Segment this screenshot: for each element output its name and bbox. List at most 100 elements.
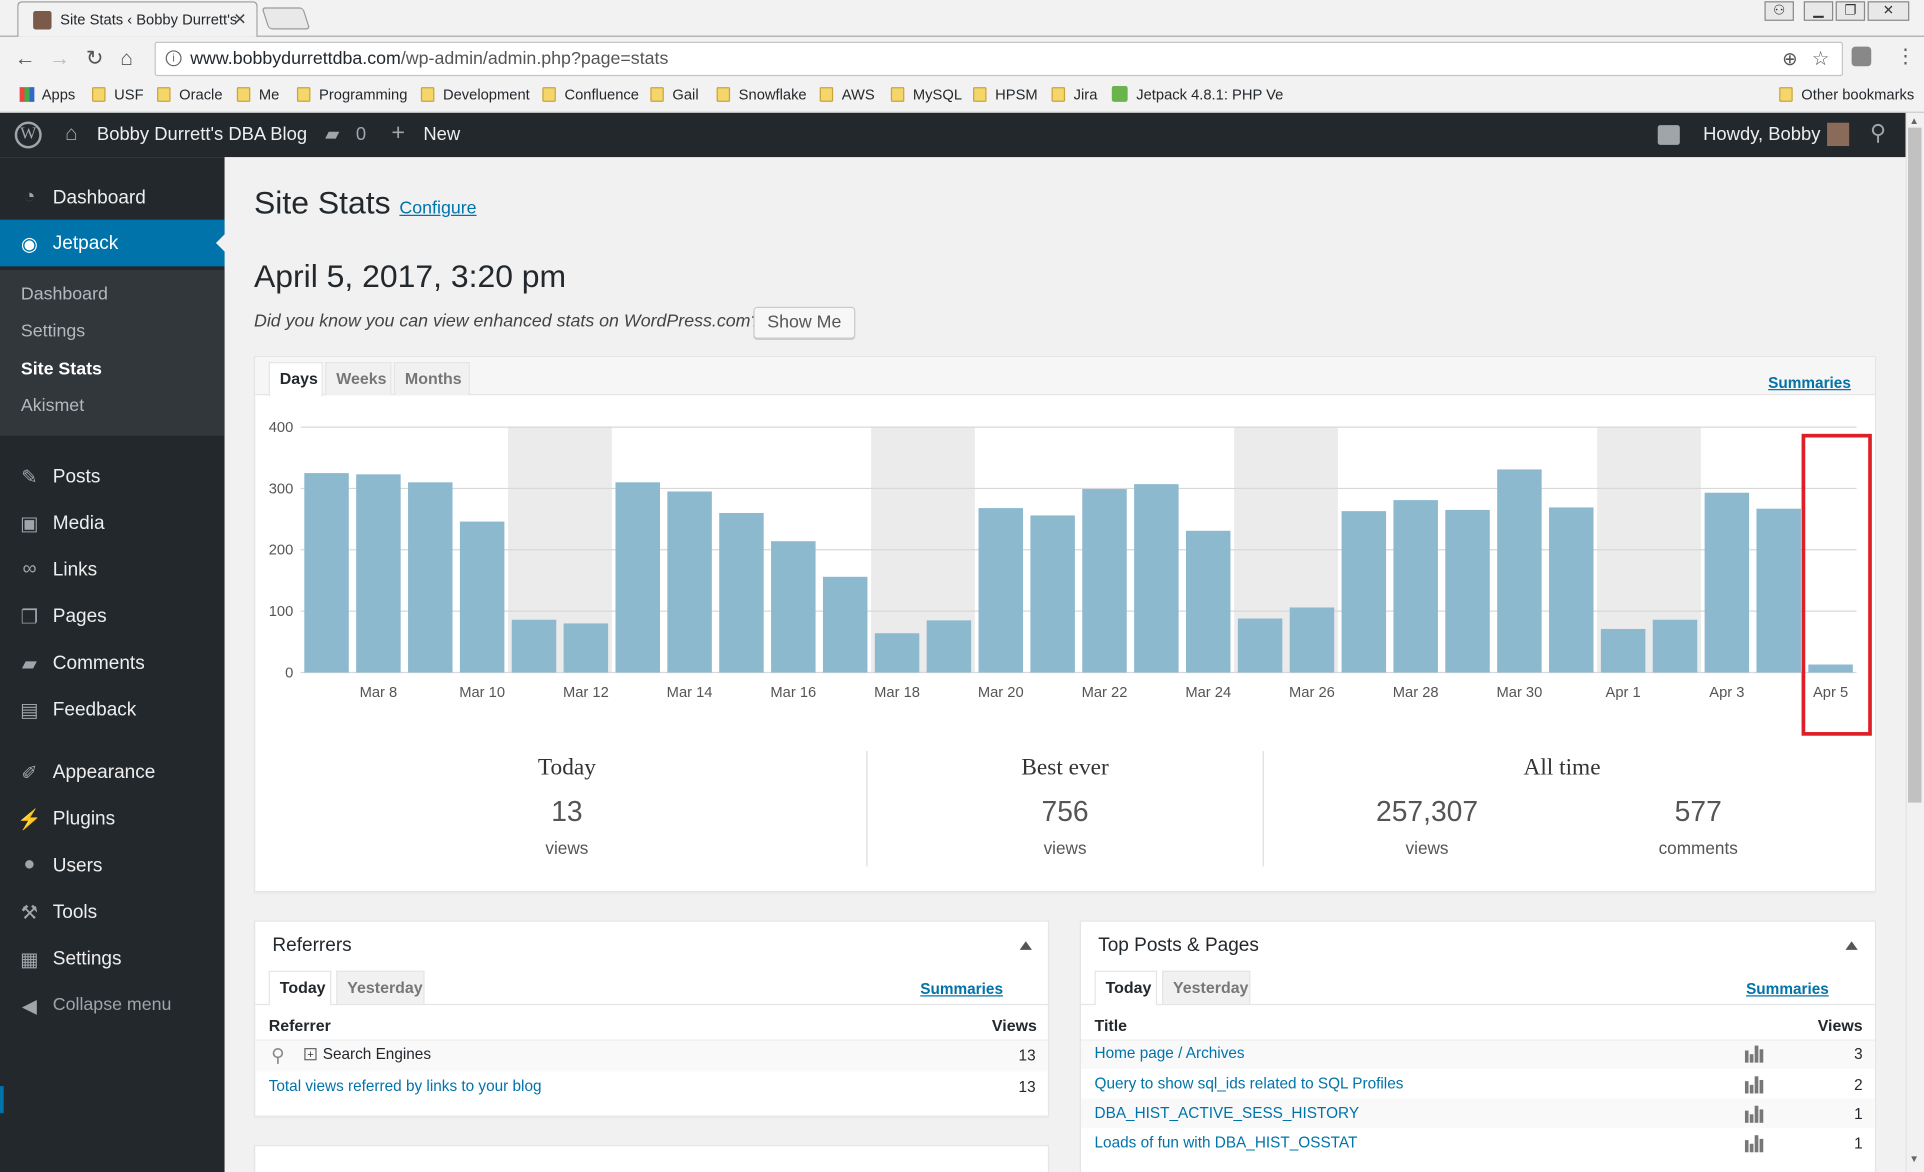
bar-chart-icon[interactable] (1744, 1103, 1766, 1123)
tab-yesterday[interactable]: Yesterday (336, 970, 425, 1004)
bar-chart-icon[interactable] (1744, 1074, 1766, 1094)
close-tab-icon[interactable]: ✕ (233, 9, 247, 29)
post-link[interactable]: Loads of fun with DBA_HIST_OSSTAT (1094, 1133, 1358, 1152)
tab-days[interactable]: Days (268, 362, 323, 397)
bookmark-folder[interactable]: AWS (819, 86, 875, 103)
sidebar-item-pages[interactable]: ❐ Pages (0, 593, 225, 640)
bookmark-folder[interactable]: Me (236, 86, 279, 103)
howdy-link[interactable]: Howdy, Bobby (1703, 123, 1821, 145)
folder-icon (1779, 87, 1793, 102)
comments-count[interactable]: 0 (355, 123, 367, 145)
sidebar-item-users[interactable]: ● Users (0, 842, 225, 889)
star-icon[interactable]: ☆ (1811, 49, 1830, 70)
submenu-akismet[interactable]: Akismet (20, 396, 85, 417)
bookmark-other[interactable]: Other bookmarks (1779, 86, 1914, 103)
bookmark-jetpack[interactable]: Jetpack 4.8.1: PHP Vers (1111, 85, 1283, 103)
bar (1185, 530, 1231, 673)
stats-datetime: April 5, 2017, 3:20 pm (253, 257, 567, 295)
bookmark-folder[interactable]: HPSM (973, 86, 1038, 103)
tab-weeks[interactable]: Weeks (325, 362, 392, 396)
show-me-button[interactable]: Show Me (753, 306, 856, 339)
sidebar-item-media[interactable]: ▣ Media (0, 499, 225, 546)
minimize-icon[interactable]: ▁ (1803, 1, 1834, 21)
scroll-down-icon[interactable]: ▼ (1909, 1153, 1919, 1165)
bar-chart-icon[interactable] (1744, 1133, 1766, 1153)
sidebar-item-jetpack[interactable]: ◉ Jetpack (0, 219, 226, 267)
tab-today[interactable]: Today (1094, 970, 1158, 1006)
back-icon[interactable]: ← (14, 46, 36, 70)
sidebar-item-feedback[interactable]: ▤ Feedback (0, 686, 225, 733)
sidebar-item-plugins[interactable]: ⚡ Plugins (17, 808, 116, 831)
sidebar-item-posts[interactable]: ✎ Posts (0, 453, 225, 500)
sidebar-item-comments[interactable]: ▰ Comments (0, 639, 225, 686)
bookmark-folder[interactable]: Jira (1051, 86, 1097, 103)
forward-icon[interactable]: → (49, 46, 70, 70)
sidebar-item-dashboard[interactable]: ◔ Dashboard (0, 174, 225, 221)
collapse-toggle-icon[interactable] (1019, 941, 1032, 950)
close-window-icon[interactable]: ✕ (1867, 1, 1910, 21)
tab-months[interactable]: Months (393, 362, 470, 396)
info-icon[interactable]: i (165, 50, 182, 67)
total-views-link[interactable]: Total views referred by links to your bl… (268, 1077, 542, 1095)
avatar[interactable] (1827, 122, 1850, 147)
bookmark-folder[interactable]: Development (420, 86, 530, 103)
summaries-link[interactable]: Summaries (1768, 374, 1851, 392)
submenu-site-stats[interactable]: Site Stats (20, 359, 102, 380)
sidebar-item-settings[interactable]: ▦ Settings (0, 935, 225, 982)
tab-yesterday[interactable]: Yesterday (1162, 970, 1251, 1004)
restore-icon[interactable]: ❐ (1835, 1, 1866, 21)
sidebar-item-appearance[interactable]: ✐ Appearance (0, 749, 225, 796)
configure-link[interactable]: Configure (399, 198, 477, 219)
y-tick-label: 100 (269, 604, 294, 620)
bookmark-folder[interactable]: USF (92, 86, 144, 103)
extension-icon[interactable] (1851, 46, 1872, 67)
home-icon[interactable]: ⌂ (120, 46, 133, 70)
menu-icon[interactable]: ⋮ (1895, 46, 1916, 68)
scrollbar-thumb[interactable] (1908, 127, 1922, 803)
y-tick-label: 200 (269, 543, 294, 559)
browser-tab[interactable]: Site Stats ‹ Bobby Durrett's ✕ (17, 1, 258, 37)
bar (1082, 489, 1127, 673)
post-link[interactable]: DBA_HIST_ACTIVE_SESS_HISTORY (1094, 1104, 1360, 1122)
submenu-dashboard[interactable]: Dashboard (20, 284, 108, 305)
post-link[interactable]: Home page / Archives (1094, 1044, 1245, 1062)
tab-today[interactable]: Today (268, 970, 332, 1006)
bookmark-folder[interactable]: MySQL (890, 86, 962, 103)
wordpress-logo-icon[interactable]: W (14, 121, 42, 149)
new-tab-button[interactable] (261, 7, 311, 30)
search-icon[interactable]: ⚲ (1870, 120, 1887, 145)
address-bar[interactable]: i www.bobbydurrettdba.com/wp-admin/admin… (154, 41, 1844, 77)
submenu-settings[interactable]: Settings (20, 321, 86, 342)
search-icon: ⚲ (271, 1045, 285, 1067)
collapse-toggle-icon[interactable] (1845, 941, 1858, 950)
bookmark-folder[interactable]: Confluence (542, 86, 639, 103)
top-posts-summaries-link[interactable]: Summaries (1746, 980, 1829, 998)
bookmark-apps[interactable]: Apps (19, 86, 75, 103)
bar-chart-icon[interactable] (1744, 1043, 1766, 1063)
scroll-up-icon[interactable]: ▲ (1909, 115, 1919, 127)
apps-icon (19, 87, 35, 102)
referrers-summaries-link[interactable]: Summaries (920, 980, 1003, 998)
zoom-icon[interactable]: ⊕ (1782, 49, 1798, 70)
views-bar-chart: 0 100 200 300 400 Mar 8 Mar 10 Mar 12 Mar 14 Mar … (269, 420, 1872, 736)
new-content-link[interactable]: New (423, 123, 461, 145)
notifications-icon[interactable] (1657, 125, 1680, 145)
collapse-menu-button[interactable]: ◀ Collapse menu (0, 982, 225, 1029)
site-name-link[interactable]: Bobby Durrett's DBA Blog (96, 123, 308, 145)
x-tick-label: Mar 12 (563, 685, 609, 701)
sidebar-item-tools[interactable]: ⚒ Tools (0, 889, 225, 936)
bookmark-folder[interactable]: Programming (296, 86, 407, 103)
comments-icon[interactable]: ▰ (325, 123, 340, 145)
post-link[interactable]: Query to show sql_ids related to SQL Pro… (1094, 1075, 1404, 1093)
bookmark-folder[interactable]: Gail (650, 86, 699, 103)
bookmark-folder[interactable]: Oracle (157, 86, 223, 103)
bookmark-folder[interactable]: Snowflake (716, 86, 807, 103)
pages-icon: ❐ (20, 607, 39, 629)
bar (1808, 664, 1853, 673)
expand-icon[interactable]: + (304, 1048, 317, 1061)
media-icon: ▣ (20, 514, 39, 536)
profile-icon[interactable]: ⚇ (1764, 1, 1794, 21)
referrers-title: Referrers (272, 935, 352, 957)
sidebar-item-links[interactable]: ∞ Links (0, 546, 225, 593)
reload-icon[interactable]: ↻ (85, 46, 104, 70)
